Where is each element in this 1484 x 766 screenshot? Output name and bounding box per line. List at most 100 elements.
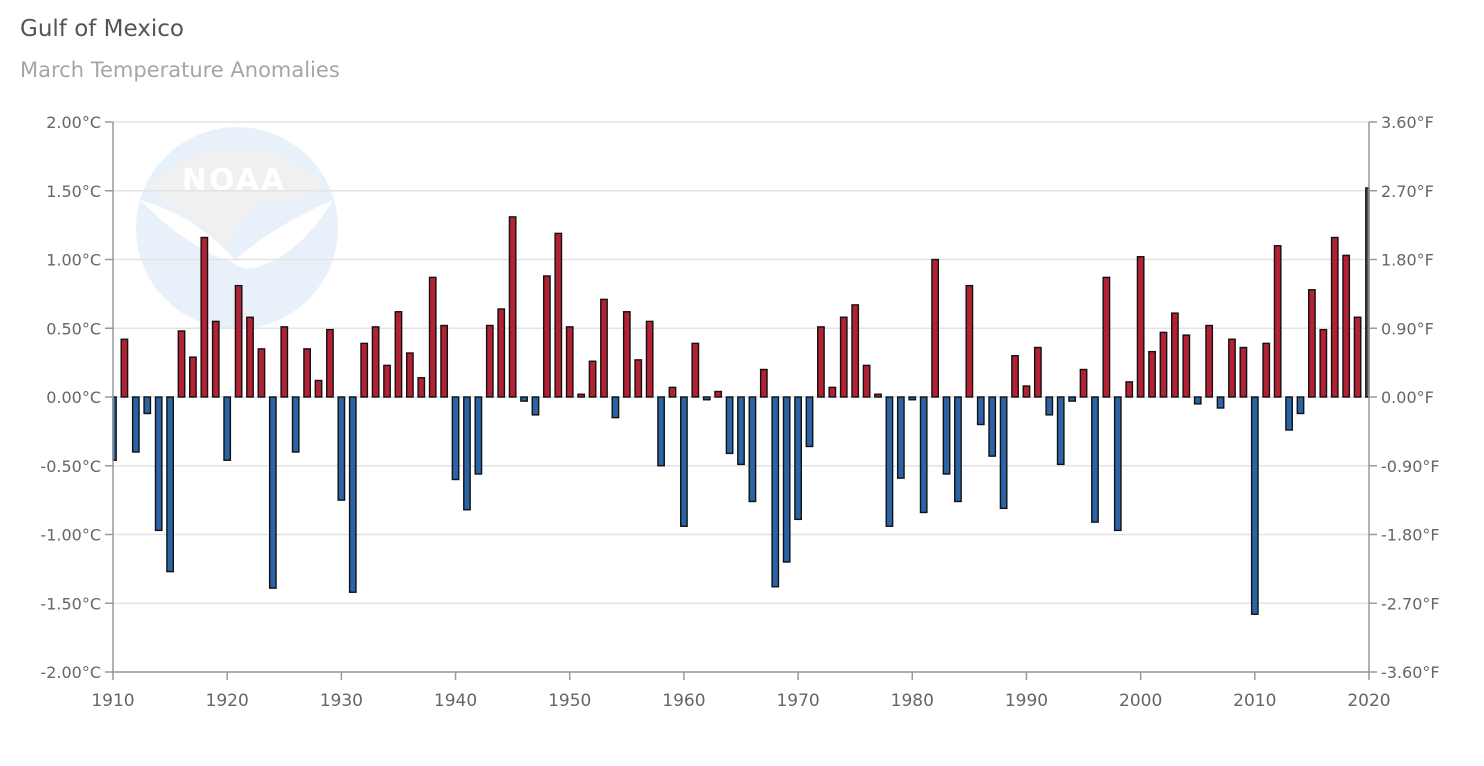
bar-1924[interactable]	[268, 396, 277, 589]
bar-1915[interactable]	[166, 396, 174, 573]
bar-1916[interactable]	[177, 330, 186, 398]
bar-2004[interactable]	[1182, 334, 1191, 398]
bar-1996[interactable]	[1091, 396, 1099, 523]
bar-2014[interactable]	[1296, 396, 1305, 415]
bar-1974[interactable]	[839, 316, 848, 398]
bar-2010[interactable]	[1250, 396, 1259, 615]
bar-1949[interactable]	[554, 232, 563, 398]
bar-1922[interactable]	[246, 316, 254, 398]
bar-1977[interactable]	[874, 393, 882, 398]
bar-1962[interactable]	[702, 396, 711, 401]
bar-1993[interactable]	[1056, 396, 1065, 466]
bar-1917[interactable]	[189, 356, 197, 398]
bar-1971[interactable]	[805, 396, 814, 448]
bar-1928[interactable]	[314, 379, 323, 398]
bar-2009[interactable]	[1239, 346, 1248, 398]
bar-1959[interactable]	[668, 386, 677, 398]
bar-2008[interactable]	[1228, 338, 1236, 398]
bar-1939[interactable]	[440, 324, 449, 398]
bar-1981[interactable]	[919, 396, 928, 514]
bar-1975[interactable]	[851, 304, 860, 398]
bar-2012[interactable]	[1273, 245, 1282, 398]
bar-2006[interactable]	[1205, 324, 1214, 398]
bar-2000[interactable]	[1136, 256, 1145, 398]
bar-1982[interactable]	[931, 258, 940, 398]
bar-1931[interactable]	[348, 396, 357, 593]
bar-1933[interactable]	[371, 326, 380, 398]
bar-1954[interactable]	[611, 396, 620, 419]
bar-1936[interactable]	[405, 352, 414, 398]
bar-1925[interactable]	[280, 326, 289, 398]
bar-1994[interactable]	[1068, 396, 1077, 402]
bar-1990[interactable]	[1022, 385, 1031, 398]
bar-2003[interactable]	[1170, 312, 1179, 398]
bar-1923[interactable]	[257, 348, 266, 398]
bar-1937[interactable]	[417, 377, 426, 398]
bar-1950[interactable]	[565, 326, 574, 398]
bar-1980[interactable]	[908, 396, 917, 401]
bar-1927[interactable]	[303, 348, 312, 398]
bar-1985[interactable]	[965, 284, 974, 398]
bar-2018[interactable]	[1342, 254, 1351, 398]
bar-1930[interactable]	[337, 396, 346, 501]
bar-1976[interactable]	[862, 364, 871, 398]
bar-1934[interactable]	[383, 364, 391, 398]
bar-1943[interactable]	[485, 324, 494, 398]
bar-2007[interactable]	[1216, 396, 1225, 409]
bar-1935[interactable]	[394, 311, 403, 398]
bar-1914[interactable]	[154, 396, 163, 532]
bar-1951[interactable]	[577, 393, 586, 398]
bar-1956[interactable]	[634, 359, 643, 398]
bar-1978[interactable]	[885, 396, 894, 527]
bar-1989[interactable]	[1011, 355, 1019, 398]
bar-1969[interactable]	[782, 396, 791, 563]
bar-1926[interactable]	[291, 396, 300, 453]
bar-1997[interactable]	[1102, 276, 1111, 398]
bar-1995[interactable]	[1079, 368, 1088, 398]
bar-2019[interactable]	[1353, 316, 1362, 398]
bar-1913[interactable]	[143, 396, 152, 415]
bar-2001[interactable]	[1148, 350, 1156, 398]
bar-1929[interactable]	[326, 328, 334, 398]
bar-1961[interactable]	[691, 342, 700, 398]
bar-1942[interactable]	[474, 396, 483, 475]
bar-1953[interactable]	[600, 298, 608, 398]
bar-1972[interactable]	[817, 326, 825, 398]
bar-1970[interactable]	[794, 396, 802, 521]
bar-2016[interactable]	[1319, 328, 1328, 398]
bar-1938[interactable]	[428, 276, 437, 398]
bar-1947[interactable]	[531, 396, 540, 416]
bar-1941[interactable]	[463, 396, 471, 511]
bar-2011[interactable]	[1262, 342, 1271, 398]
bar-2013[interactable]	[1285, 396, 1293, 431]
bar-1957[interactable]	[645, 320, 654, 398]
bar-1932[interactable]	[360, 342, 369, 398]
bar-1968[interactable]	[771, 396, 780, 588]
bar-1912[interactable]	[131, 396, 140, 453]
bar-1952[interactable]	[588, 360, 597, 398]
bar-1988[interactable]	[999, 396, 1008, 510]
bar-1911[interactable]	[120, 338, 129, 398]
bar-1965[interactable]	[737, 396, 745, 466]
bar-1998[interactable]	[1113, 396, 1122, 532]
bar-1979[interactable]	[896, 396, 905, 479]
bar-1958[interactable]	[657, 396, 665, 467]
bar-1986[interactable]	[976, 396, 985, 426]
bar-2005[interactable]	[1193, 396, 1202, 405]
bar-2015[interactable]	[1308, 289, 1316, 398]
bar-1921[interactable]	[234, 284, 243, 398]
bar-2017[interactable]	[1330, 236, 1339, 398]
bar-1963[interactable]	[714, 390, 723, 398]
bar-1918[interactable]	[200, 236, 209, 398]
bar-1919[interactable]	[211, 320, 220, 398]
bar-1964[interactable]	[725, 396, 734, 455]
bar-1991[interactable]	[1033, 346, 1042, 398]
bar-1960[interactable]	[680, 396, 688, 527]
bar-2002[interactable]	[1159, 331, 1168, 398]
bar-1966[interactable]	[748, 396, 757, 503]
bar-1955[interactable]	[622, 311, 631, 398]
bar-1992[interactable]	[1045, 396, 1054, 416]
bar-1983[interactable]	[942, 396, 951, 475]
bar-1940[interactable]	[451, 396, 460, 481]
bar-1973[interactable]	[828, 386, 837, 398]
